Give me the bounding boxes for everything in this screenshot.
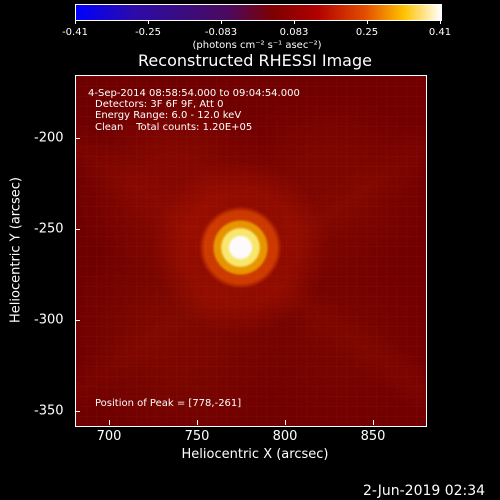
render-timestamp: 2-Jun-2019 02:34 [363, 483, 486, 499]
x-axis-label: Heliocentric X (arcsec) [181, 447, 329, 462]
x-axis-tick-mark [285, 420, 286, 425]
clean-total-counts-label: Clean Total counts: 1.20E+05 [95, 122, 253, 133]
colorbar-tick-label: -0.25 [135, 27, 161, 38]
peak-position-label: Position of Peak = [778,-261] [95, 398, 242, 409]
y-axis-tick-label: -300 [34, 312, 64, 328]
y-axis-tick-mark [75, 138, 80, 139]
x-axis-tick-label: 700 [96, 429, 122, 444]
colorbar-tick-label: 0.25 [355, 27, 379, 38]
image-title: Reconstructed RHESSI Image [138, 51, 372, 70]
colorbar-units-label: (photons cm⁻² s⁻¹ asec⁻²) [192, 40, 322, 51]
observation-time-range: 4-Sep-2014 08:58:54.000 to 09:04:54.000 [88, 88, 300, 99]
x-axis-tick-mark [197, 420, 198, 425]
colorbar-tick-mark [75, 20, 76, 24]
heatmap-image [75, 75, 427, 427]
colorbar-tick-mark [440, 20, 441, 24]
colorbar-tick-label: 0.41 [428, 27, 452, 38]
x-axis-tick-label: 800 [272, 429, 298, 444]
pixel-grid-texture [76, 76, 426, 426]
x-axis-tick-label: 850 [360, 429, 386, 444]
y-axis-tick-label: -250 [34, 221, 64, 237]
colorbar [75, 4, 442, 21]
y-axis-tick-mark [75, 411, 80, 412]
colorbar-tick-mark [294, 20, 295, 24]
colorbar-tick-mark [367, 20, 368, 24]
flare-emission-map [76, 76, 426, 426]
y-axis-label: Heliocentric Y (arcsec) [8, 177, 24, 323]
colorbar-tick-mark [221, 20, 222, 24]
y-axis-tick-mark [75, 320, 80, 321]
x-axis-tick-mark [109, 420, 110, 425]
x-axis-tick-mark [373, 420, 374, 425]
y-axis-tick-label: -350 [34, 403, 64, 419]
y-axis-tick-label: -200 [34, 130, 64, 146]
colorbar-tick-label: -0.41 [62, 27, 88, 38]
energy-range-label: Energy Range: 6.0 - 12.0 keV [95, 110, 242, 121]
x-axis-tick-label: 750 [184, 429, 210, 444]
colorbar-tick-mark [148, 20, 149, 24]
detectors-label: Detectors: 3F 6F 9F, Att 0 [95, 99, 224, 110]
colorbar-tick-label: -0.083 [204, 27, 238, 38]
y-axis-tick-mark [75, 229, 80, 230]
colorbar-tick-label: 0.083 [279, 27, 309, 38]
